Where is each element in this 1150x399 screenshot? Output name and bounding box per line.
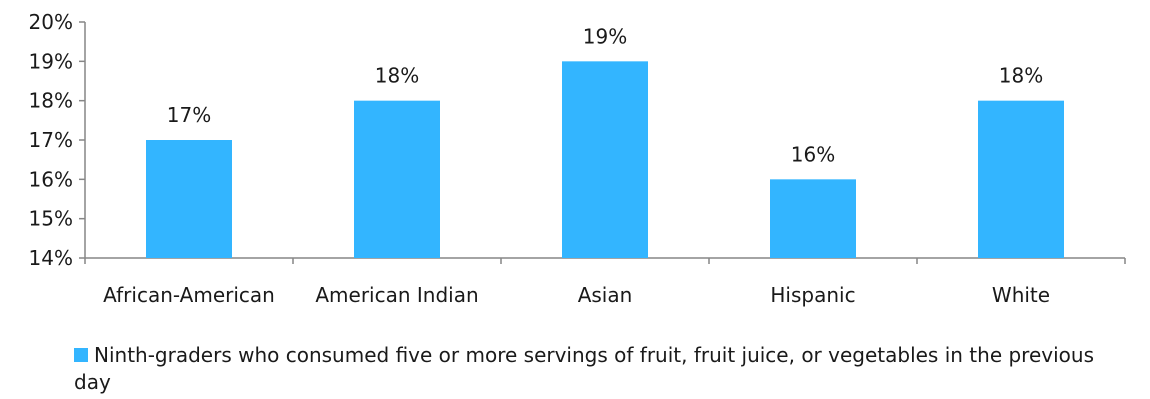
y-tick-label: 19% (29, 49, 73, 73)
bar (562, 61, 648, 259)
chart-legend: Ninth-graders who consumed five or more … (74, 342, 1114, 396)
x-tick-label: Asian (578, 283, 633, 307)
data-label: 17% (167, 103, 211, 127)
bar (978, 100, 1064, 259)
y-tick-label: 20% (29, 10, 73, 34)
y-tick-label: 16% (29, 167, 73, 191)
chart-plot: 14% 15% 16% 17% 18% 19% 20% 17% African-American… (29, 10, 1126, 307)
bar (146, 140, 232, 258)
x-tick-label: African-American (103, 283, 275, 307)
bar (354, 100, 440, 259)
data-label: 18% (375, 64, 419, 88)
x-tick-label: Hispanic (770, 283, 855, 307)
y-tick-label: 18% (29, 89, 73, 113)
y-tick-label: 17% (29, 128, 73, 152)
x-tick-label: American Indian (315, 283, 478, 307)
legend-swatch (74, 348, 88, 362)
y-tick-label: 14% (29, 246, 73, 270)
x-tick-label: White (992, 283, 1050, 307)
data-label: 16% (791, 142, 835, 166)
y-tick-label: 15% (29, 207, 73, 231)
legend-label: Ninth-graders who consumed five or more … (74, 343, 1094, 394)
data-label: 19% (583, 24, 627, 48)
data-label: 18% (999, 64, 1043, 88)
bar (770, 179, 856, 258)
